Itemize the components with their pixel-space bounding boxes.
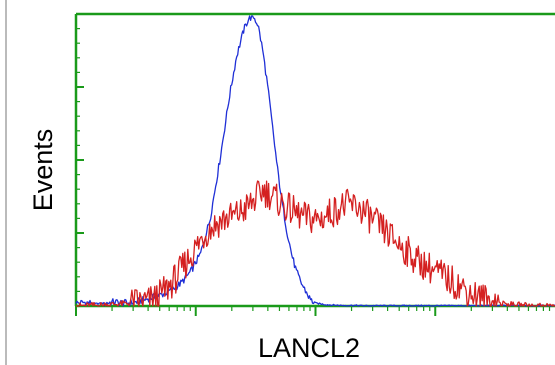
y-axis-label: Events	[28, 129, 58, 212]
series-line-red	[76, 180, 555, 307]
series-layer	[75, 15, 555, 307]
plot-frame	[74, 12, 555, 308]
x-axis-ticks	[75, 306, 551, 316]
y-axis-ticks	[76, 13, 84, 307]
series-line-blue	[75, 15, 555, 307]
x-axis-label: LANCL2	[258, 333, 360, 363]
